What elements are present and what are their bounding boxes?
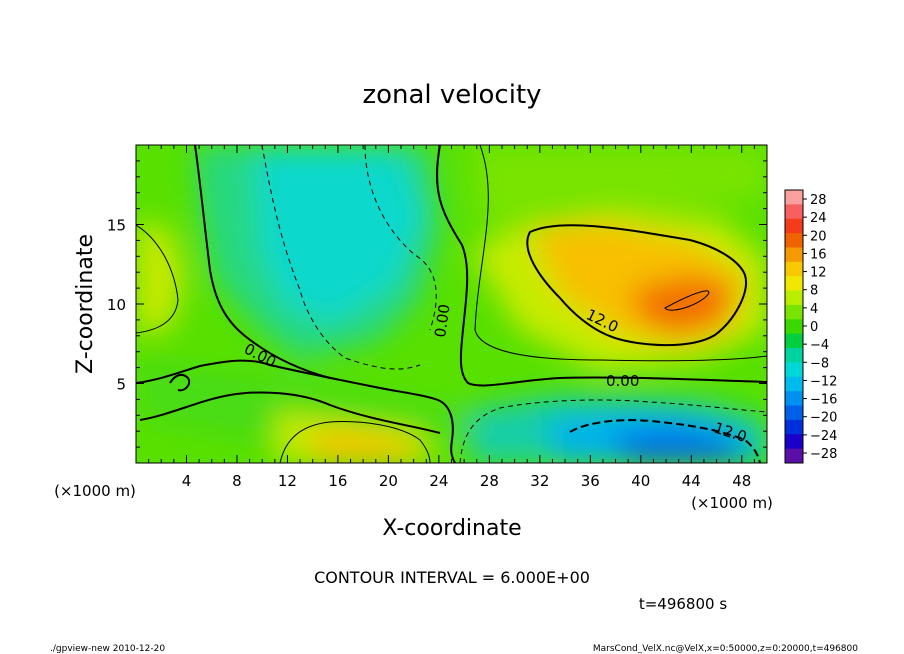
cyan-region [255, 150, 425, 325]
pos-core-lower-mid [310, 430, 420, 463]
x-tick-label: 4 [182, 472, 192, 490]
colorbar-swatch [785, 419, 803, 435]
colorbar-swatch [785, 376, 803, 392]
colorbar-swatch [785, 233, 803, 248]
y-tick-label: 5 [116, 376, 126, 394]
x-tick-label: 20 [379, 472, 398, 490]
velocity-field [136, 145, 767, 463]
colorbar-label: −24 [810, 429, 837, 444]
x-tick-label: 32 [530, 472, 549, 490]
pos-max-upper-right [630, 275, 735, 335]
colorbar-swatch [785, 348, 803, 363]
colorbar-label: −28 [810, 447, 837, 462]
contour-zero-small [169, 373, 191, 392]
y-axis-ticks: 5 10 15 [107, 144, 767, 464]
y-tick-label: 15 [107, 217, 126, 235]
pos-region-left-edge [136, 220, 185, 335]
x-tick-label: 24 [429, 472, 448, 490]
colorbar-swatch [785, 434, 803, 450]
x-tick-label: 16 [328, 472, 347, 490]
plot-area: 0.00 0.00 0.00 12.0 12.0 4 8 12 16 20 24 28 32 3… [107, 144, 768, 490]
contour-zero-lower-left [139, 391, 441, 434]
colorbar-label: −8 [810, 356, 829, 371]
green-region-top-right [470, 145, 767, 230]
colorbar-label: −16 [810, 393, 837, 408]
colorbar-swatch [785, 405, 803, 421]
colorbar-label: 20 [810, 229, 827, 244]
y-axis-label: Z-coordinate [73, 234, 98, 374]
x-tick-label: 8 [232, 472, 242, 490]
x-axis-label: X-coordinate [382, 516, 521, 541]
contour-neg6-left [261, 145, 421, 370]
colorbar-swatch [785, 261, 803, 277]
colorbar-label: 16 [810, 247, 827, 262]
x-tick-label: 28 [480, 472, 499, 490]
colorbar-swatch [785, 190, 803, 205]
x-tick-label: 12 [278, 472, 297, 490]
neg-max-lower-right [610, 425, 740, 463]
contour-6-right [474, 145, 767, 362]
colorbar: 28 24 20 16 12 8 4 0 −4 −8 −12 −16 −20 −24 −28 [784, 189, 837, 464]
contour-6-leftedge [136, 224, 179, 334]
contour-lines [136, 145, 767, 463]
y-tick-label: 10 [107, 296, 126, 314]
chart-title: zonal velocity [362, 80, 541, 110]
contour-18-core [664, 290, 710, 311]
contour-label: 0.00 [431, 303, 453, 339]
colorbar-swatch [785, 362, 803, 378]
time-label: t=496800 s [639, 595, 727, 613]
colorbar-label: 8 [810, 284, 818, 299]
colorbar-swatch [785, 204, 803, 220]
x-axis-ticks: 4 8 12 16 20 24 28 32 36 40 44 48 [135, 145, 768, 490]
green-band-mid [140, 360, 480, 440]
colorbar-label: −4 [810, 338, 829, 353]
contour-label: 0.00 [606, 372, 639, 390]
x-unit-label: (×1000 m) [691, 494, 773, 512]
colorbar-swatch [785, 247, 803, 263]
contour-neg12-lower-right [569, 419, 761, 463]
colorbar-swatch [785, 218, 803, 234]
colorbar-label: −20 [810, 411, 837, 426]
contour-6-lowermid [279, 421, 431, 463]
colorbar-swatch [785, 319, 803, 335]
contour-neg6-lower [459, 399, 767, 463]
colorbar-label: 24 [810, 211, 827, 226]
colorbar-label: 12 [810, 266, 827, 281]
colorbar-swatch [785, 333, 803, 349]
x-tick-label: 40 [631, 472, 650, 490]
contour-zero-center [435, 145, 767, 387]
colorbar-label: −12 [810, 374, 837, 389]
colorbar-label: 0 [810, 320, 818, 335]
contour-12-upper-right [526, 224, 747, 347]
colorbar-swatch [785, 276, 803, 292]
contour-interval-text: CONTOUR INTERVAL = 6.000E+00 [314, 568, 590, 587]
colorbar-swatch [785, 448, 803, 464]
contour-neg6-mid [364, 145, 437, 331]
footer-left: ./gpview-new 2010-12-20 [50, 644, 165, 654]
contour-zero-upper [194, 145, 331, 379]
footer-right: MarsCond_VelX.nc@VelX,x=0:50000,z=0:2000… [593, 644, 858, 654]
contour-zero-left [136, 359, 456, 463]
x-tick-label: 44 [682, 472, 701, 490]
colorbar-label: 4 [810, 302, 818, 317]
x-tick-label: 48 [732, 472, 751, 490]
x-tick-label: 36 [581, 472, 600, 490]
colorbar-label: 28 [810, 193, 827, 208]
colorbar-swatch [785, 391, 803, 407]
colorbar-swatch [785, 304, 803, 320]
y-unit-label: (×1000 m) [54, 482, 136, 500]
colorbar-swatch [785, 290, 803, 306]
